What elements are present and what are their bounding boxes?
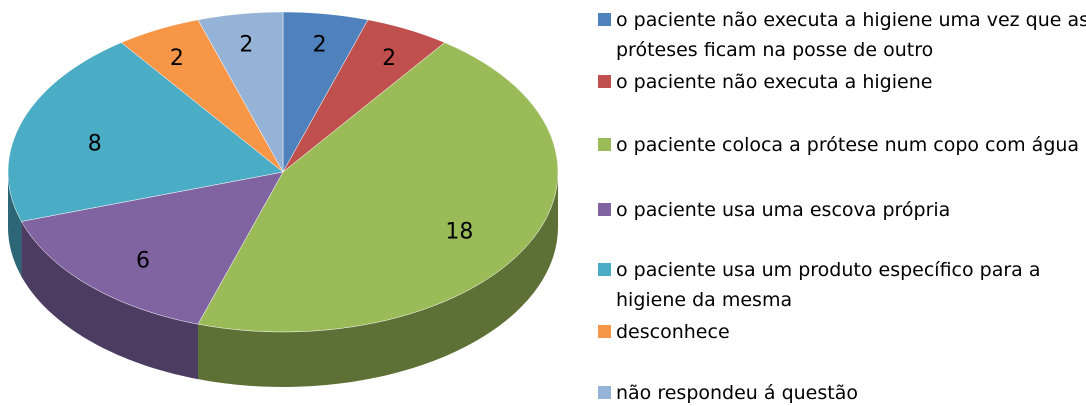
legend-label: o paciente coloca a prótese num copo com… [616,134,1080,156]
legend-swatch [598,325,611,338]
legend-entry: o paciente coloca a prótese num copo com… [598,130,1086,160]
legend-swatch [598,386,611,399]
pie: 2 2 18 6 8 2 2 [7,11,559,387]
slice [282,11,369,173]
data-label: 6 [136,248,150,273]
legend-label: o paciente não executa a higiene [616,71,933,93]
legend-swatch [598,13,611,26]
legend-entry: o paciente usa uma escova própria [598,195,1086,225]
legend-entry: desconhece [598,317,1086,347]
data-label: 2 [239,33,253,58]
legend-label: o paciente não executa a higiene uma vez… [616,9,1086,61]
data-label: 2 [382,46,396,71]
legend-label: desconhece [616,321,730,343]
legend-label: não respondeu á questão [616,382,858,404]
data-label: 18 [445,219,473,244]
slice [120,19,284,173]
slice [7,42,284,222]
slice [21,171,284,325]
legend-label: o paciente usa um produto específico par… [616,259,1041,311]
legend-swatch [598,138,611,151]
slice-side [21,221,199,380]
legend-swatch [598,203,611,216]
legend-swatch [598,75,611,88]
slice-side [8,172,22,277]
data-label: 8 [88,131,102,156]
legend-label: o paciente usa uma escova própria [616,199,951,221]
slice-side [198,172,558,387]
legend-entry: não respondeu á questão [598,378,1086,406]
legend-entry: o paciente usa um produto específico par… [598,255,1086,315]
legend-entry: o paciente não executa a higiene uma vez… [598,5,1086,65]
legend-entry: o paciente não executa a higiene [598,67,1086,97]
data-label: 2 [313,33,327,58]
data-label: 2 [170,46,184,71]
slice [197,42,559,333]
legend-swatch [598,263,611,276]
slice [197,11,284,173]
slice [282,19,446,173]
